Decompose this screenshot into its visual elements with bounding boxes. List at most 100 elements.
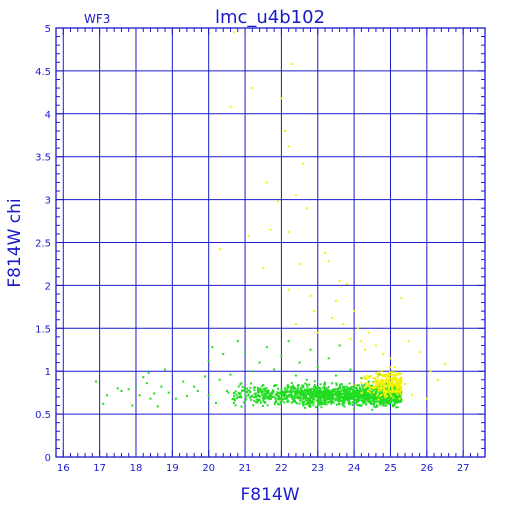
data-point [342,399,345,402]
data-point [271,392,274,395]
data-point [273,368,276,371]
data-point [243,401,246,404]
data-point [262,400,265,403]
data-point [333,393,336,396]
data-point [307,398,310,401]
data-point [354,396,357,399]
data-point [266,404,269,407]
data-point [241,386,244,389]
data-point [164,368,167,371]
data-point [340,396,343,399]
data-point [384,392,387,395]
data-point [239,392,242,395]
data-point [299,393,302,396]
data-point [400,387,403,390]
data-point [372,394,375,397]
data-point [145,382,148,385]
data-point [370,390,373,393]
x-tick-label: 24 [348,463,361,474]
data-point [305,388,308,391]
data-point [353,386,356,389]
data-point [368,399,371,402]
data-point [285,396,288,399]
data-point [346,395,349,398]
data-point [292,387,295,390]
data-point [387,381,390,384]
data-point [386,392,389,395]
data-point [258,395,261,398]
data-point [400,377,403,380]
data-point [321,396,324,399]
data-point [265,393,268,396]
data-point [253,399,256,402]
data-point [265,181,268,184]
data-point [377,398,380,401]
data-point [298,262,301,265]
data-point [335,383,338,386]
data-point [374,390,377,393]
data-point [394,393,397,396]
data-point [348,398,351,401]
data-point [388,374,391,377]
data-point [390,373,393,376]
data-point [248,390,251,393]
data-point [338,391,341,394]
data-point [305,396,308,399]
data-point [287,288,290,291]
data-point [398,399,401,402]
data-point [345,398,348,401]
data-point [308,393,311,396]
data-point [400,297,403,300]
data-point [391,379,394,382]
data-point [357,390,360,393]
data-point [295,401,298,404]
data-point [366,390,369,393]
data-point [397,401,400,404]
data-point [229,373,232,376]
data-point [374,400,377,403]
data-point [364,390,367,393]
data-point [390,376,393,379]
data-point [312,392,315,395]
data-point [382,378,385,381]
data-point [393,397,396,400]
data-point [365,374,368,377]
data-point [395,381,398,384]
y-tick-label: 2.5 [35,239,51,250]
data-point [374,344,377,347]
data-point [378,401,381,404]
data-point [233,394,236,397]
data-point [357,404,360,407]
data-point [305,389,308,392]
data-point [294,396,297,399]
data-point [397,379,400,382]
data-point [364,402,367,405]
data-point [295,391,298,394]
data-point [316,331,319,334]
data-point [387,387,390,390]
data-point [392,387,395,390]
data-point [378,385,381,388]
data-point [237,396,240,399]
data-point [320,394,323,397]
data-point [395,378,398,381]
data-point [301,401,304,404]
data-point [371,386,374,389]
data-point [342,323,345,326]
data-point [315,386,318,389]
data-point [102,402,105,405]
data-point [305,393,308,396]
data-point [324,401,327,404]
data-point [391,383,394,386]
data-point [305,403,308,406]
data-point [348,402,351,405]
data-point [345,393,348,396]
data-point [280,354,283,357]
data-point [306,385,309,388]
data-point [356,400,359,403]
data-point [362,389,365,392]
data-point [300,397,303,400]
data-point [381,400,384,403]
data-point [388,379,391,382]
data-point [390,383,393,386]
